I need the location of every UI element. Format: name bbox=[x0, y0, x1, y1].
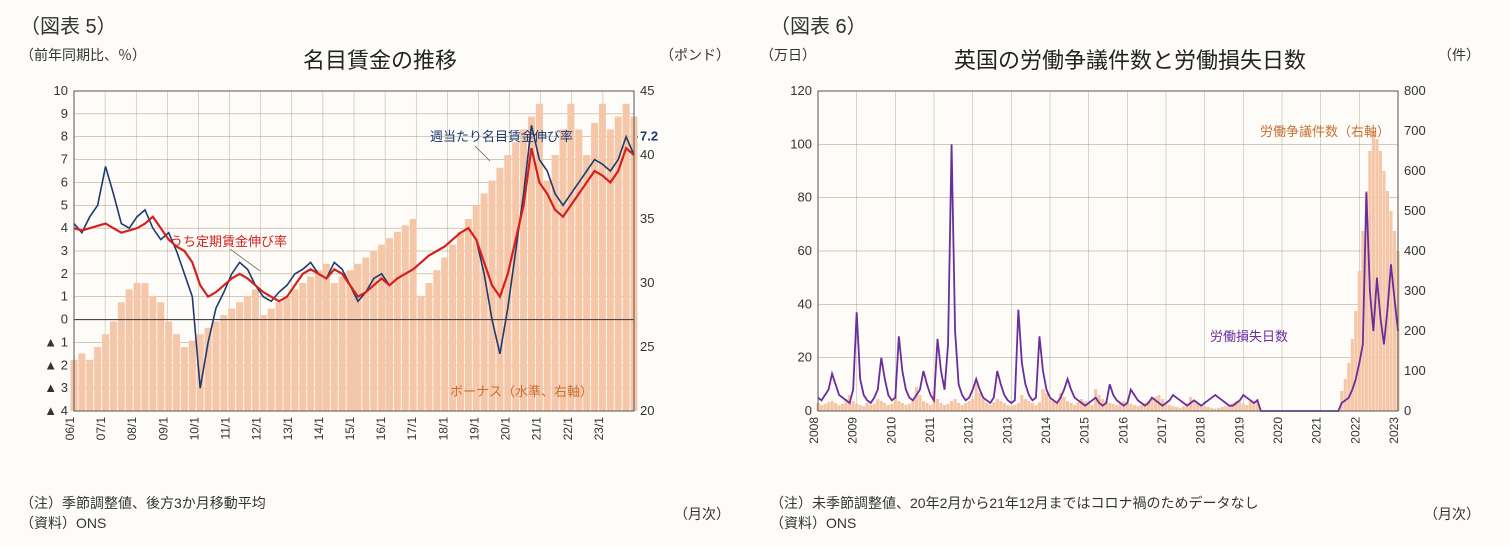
svg-text:100: 100 bbox=[1404, 363, 1426, 378]
svg-text:労働争議件数（右軸）: 労働争議件数（右軸） bbox=[1260, 124, 1390, 139]
svg-text:300: 300 bbox=[1404, 283, 1426, 298]
svg-text:6: 6 bbox=[61, 174, 68, 189]
svg-text:17/1: 17/1 bbox=[405, 417, 419, 441]
svg-text:30: 30 bbox=[640, 275, 654, 290]
svg-text:35: 35 bbox=[640, 211, 654, 226]
svg-text:09/1: 09/1 bbox=[156, 417, 170, 441]
svg-text:▲ 3: ▲ 3 bbox=[44, 380, 68, 395]
svg-text:9: 9 bbox=[61, 106, 68, 121]
svg-text:10: 10 bbox=[54, 83, 68, 98]
svg-text:40: 40 bbox=[640, 147, 654, 162]
svg-text:15/1: 15/1 bbox=[343, 417, 357, 441]
svg-text:700: 700 bbox=[1404, 123, 1426, 138]
svg-text:▲ 1: ▲ 1 bbox=[44, 334, 68, 349]
svg-text:2023: 2023 bbox=[1387, 417, 1401, 444]
svg-text:22/1: 22/1 bbox=[561, 417, 575, 441]
svg-text:200: 200 bbox=[1404, 323, 1426, 338]
svg-text:12/1: 12/1 bbox=[250, 417, 264, 441]
svg-text:800: 800 bbox=[1404, 83, 1426, 98]
svg-text:7.2: 7.2 bbox=[640, 129, 658, 144]
svg-text:2014: 2014 bbox=[1039, 417, 1053, 444]
svg-text:45: 45 bbox=[640, 83, 654, 98]
svg-text:20/1: 20/1 bbox=[499, 417, 513, 441]
figure-label-6: （図表 6） bbox=[770, 10, 1490, 39]
svg-text:3: 3 bbox=[61, 243, 68, 258]
footnote-6: （注）未季節調整値、20年2月から21年12月まではコロナ禍のためデータなし bbox=[770, 493, 1490, 513]
svg-text:14/1: 14/1 bbox=[312, 417, 326, 441]
monthly-5: （月次） bbox=[674, 504, 730, 524]
svg-text:▲ 2: ▲ 2 bbox=[44, 357, 68, 372]
svg-text:1: 1 bbox=[61, 289, 68, 304]
svg-text:うち定期賃金伸び率: うち定期賃金伸び率 bbox=[170, 234, 287, 249]
chart-6-svg: 1201008060402008007006005004003002001000… bbox=[770, 81, 1450, 491]
svg-text:8: 8 bbox=[61, 129, 68, 144]
chart-5: 109876543210▲ 1▲ 2▲ 3▲ 44540353025207.20… bbox=[20, 81, 740, 491]
svg-text:2022: 2022 bbox=[1348, 417, 1362, 444]
svg-text:2021: 2021 bbox=[1310, 417, 1324, 444]
svg-text:2009: 2009 bbox=[846, 417, 860, 444]
svg-text:16/1: 16/1 bbox=[374, 417, 388, 441]
left-panel: （図表 5） （前年同期比、％） 名目賃金の推移 （ポンド） 109876543… bbox=[0, 0, 740, 546]
svg-text:2012: 2012 bbox=[962, 417, 976, 444]
svg-text:ボーナス（水準、右軸）: ボーナス（水準、右軸） bbox=[450, 384, 593, 399]
svg-text:20: 20 bbox=[640, 403, 654, 418]
svg-text:0: 0 bbox=[805, 403, 812, 418]
figure-label-5: （図表 5） bbox=[20, 10, 740, 39]
chart-6: 1201008060402008007006005004003002001000… bbox=[770, 81, 1490, 491]
svg-text:2018: 2018 bbox=[1194, 417, 1208, 444]
svg-text:20: 20 bbox=[798, 350, 812, 365]
svg-text:06/1: 06/1 bbox=[63, 417, 77, 441]
chart-title-6: 英国の労働争議件数と労働損失日数 bbox=[770, 43, 1490, 75]
svg-text:2008: 2008 bbox=[807, 417, 821, 444]
svg-text:2020: 2020 bbox=[1271, 417, 1285, 444]
chart-5-svg: 109876543210▲ 1▲ 2▲ 3▲ 44540353025207.20… bbox=[20, 81, 680, 491]
source-5: （資料）ONS bbox=[20, 513, 740, 533]
right-panel: （図表 6） （万日） 英国の労働争議件数と労働損失日数 （件） 120 100 8… bbox=[740, 0, 1490, 546]
svg-text:21/1: 21/1 bbox=[530, 417, 544, 441]
svg-text:2010: 2010 bbox=[884, 417, 898, 444]
svg-text:60: 60 bbox=[798, 243, 812, 258]
svg-text:5: 5 bbox=[61, 197, 68, 212]
svg-text:週当たり名目賃金伸び率: 週当たり名目賃金伸び率 bbox=[430, 129, 573, 144]
svg-text:0: 0 bbox=[61, 312, 68, 327]
right-y-label: （ポンド） bbox=[660, 45, 730, 65]
svg-text:120: 120 bbox=[790, 83, 812, 98]
monthly-6: （月次） bbox=[1424, 504, 1480, 524]
svg-text:23/1: 23/1 bbox=[592, 417, 606, 441]
right-y-label-6: （件） bbox=[1438, 45, 1480, 65]
svg-text:80: 80 bbox=[798, 190, 812, 205]
svg-text:0: 0 bbox=[1404, 403, 1411, 418]
svg-text:2015: 2015 bbox=[1078, 417, 1092, 444]
svg-text:500: 500 bbox=[1404, 203, 1426, 218]
svg-text:25: 25 bbox=[640, 339, 654, 354]
svg-text:労働損失日数: 労働損失日数 bbox=[1210, 329, 1288, 344]
svg-text:07/1: 07/1 bbox=[94, 417, 108, 441]
left-y-label: （前年同期比、％） bbox=[20, 45, 146, 65]
svg-text:2019: 2019 bbox=[1232, 417, 1246, 444]
svg-text:2: 2 bbox=[61, 266, 68, 281]
svg-text:4: 4 bbox=[61, 220, 68, 235]
svg-text:600: 600 bbox=[1404, 163, 1426, 178]
svg-text:18/1: 18/1 bbox=[436, 417, 450, 441]
svg-text:7: 7 bbox=[61, 152, 68, 167]
svg-text:2011: 2011 bbox=[923, 417, 937, 443]
footnote-5: （注）季節調整値、後方3か月移動平均 bbox=[20, 493, 740, 513]
svg-text:10/1: 10/1 bbox=[187, 417, 201, 441]
svg-text:2013: 2013 bbox=[1000, 417, 1014, 444]
svg-text:100: 100 bbox=[790, 136, 812, 151]
svg-text:13/1: 13/1 bbox=[281, 417, 295, 441]
svg-text:2016: 2016 bbox=[1116, 417, 1130, 444]
source-6: （資料）ONS bbox=[770, 513, 1490, 533]
svg-text:▲ 4: ▲ 4 bbox=[44, 403, 68, 418]
svg-text:11/1: 11/1 bbox=[219, 417, 233, 440]
svg-text:08/1: 08/1 bbox=[125, 417, 139, 441]
svg-text:19/1: 19/1 bbox=[467, 417, 481, 441]
svg-text:2017: 2017 bbox=[1155, 417, 1169, 444]
svg-text:400: 400 bbox=[1404, 243, 1426, 258]
left-y-label-6: （万日） bbox=[760, 45, 816, 65]
svg-text:40: 40 bbox=[798, 296, 812, 311]
